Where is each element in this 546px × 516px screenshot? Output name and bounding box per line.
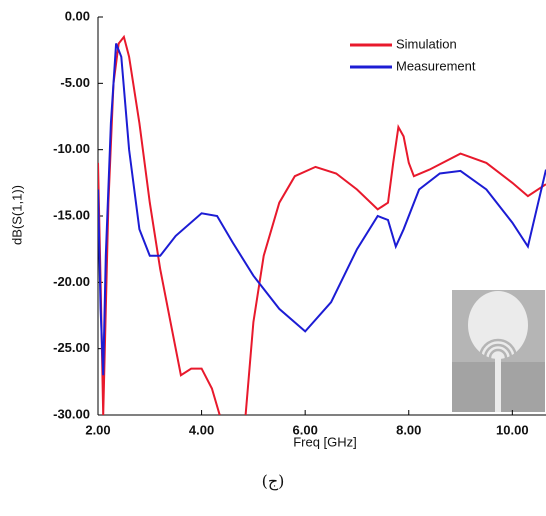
x-tick-label: 10.00 bbox=[496, 422, 529, 437]
y-tick-label: 0.00 bbox=[65, 8, 90, 23]
series-line bbox=[98, 43, 546, 376]
x-tick-label: 2.00 bbox=[85, 422, 110, 437]
y-axis-label: dB(S(1,1)) bbox=[9, 185, 24, 245]
y-tick-label: -5.00 bbox=[60, 75, 90, 90]
y-tick-label: -15.00 bbox=[53, 207, 90, 222]
x-axis-label: Freq [GHz] bbox=[293, 434, 357, 449]
y-tick-label: -25.00 bbox=[53, 340, 90, 355]
antenna-inset bbox=[452, 290, 545, 412]
legend-label: Measurement bbox=[396, 58, 476, 73]
series-line bbox=[98, 34, 546, 415]
x-tick-label: 4.00 bbox=[189, 422, 214, 437]
caption: (ج) bbox=[262, 472, 285, 491]
x-tick-label: 6.00 bbox=[293, 422, 318, 437]
y-tick-label: -10.00 bbox=[53, 141, 90, 156]
legend-label: Simulation bbox=[396, 36, 457, 51]
x-tick-label: 8.00 bbox=[396, 422, 421, 437]
y-tick-label: -30.00 bbox=[53, 406, 90, 421]
y-tick-label: -20.00 bbox=[53, 274, 90, 289]
